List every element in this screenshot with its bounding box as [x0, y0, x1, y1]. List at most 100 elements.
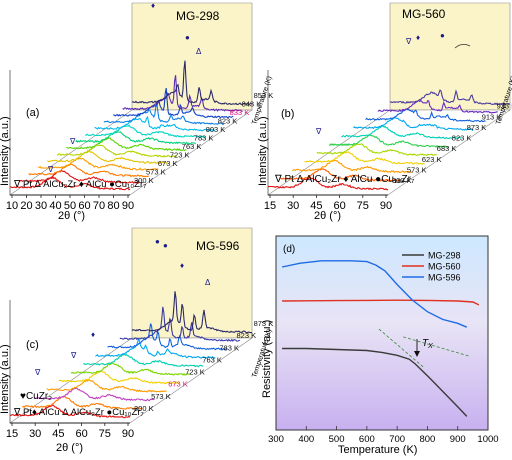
x-tick-label: 90 — [380, 200, 392, 212]
temperature-label: 823 K — [237, 331, 257, 340]
xlabel-b: 2θ (°) — [314, 210, 341, 222]
xrd-curve — [328, 134, 450, 148]
xrd-curve — [46, 378, 167, 393]
xrd-curve — [85, 124, 206, 138]
temperature-label: 933 K — [497, 102, 512, 111]
x-tick-label: 15 — [264, 200, 276, 212]
xrd-curve — [56, 143, 178, 158]
temperature-label: 823 K — [452, 134, 472, 143]
temperature-label: 623 K — [422, 155, 442, 164]
xrd-curve — [131, 60, 253, 106]
xlabel-d: Temperature (K) — [338, 444, 417, 456]
temperature-label: 573 K — [151, 392, 171, 401]
xrd-curve — [82, 353, 204, 368]
markers-c: ∇ ∇ ♦ ● ● ♦ Δ — [34, 237, 211, 377]
xrd-curve — [75, 131, 197, 145]
x-tick-label: 45 — [52, 428, 64, 440]
xlabel-c: 2θ (°) — [56, 442, 83, 454]
temperature-label: 723 K — [170, 151, 190, 160]
x-tick-label: 70 — [93, 200, 105, 212]
legend-a: ∇ Pt Δ AlCu₂Zr ♦ AlCu ●Cu₁₀Zr₇ — [13, 179, 146, 190]
arrow-b — [454, 44, 471, 49]
xrd-curves-b — [267, 89, 511, 191]
temperature-label: 763 K — [182, 142, 202, 151]
ylabel-c: Intensity (a.u.) — [0, 344, 11, 414]
ylabel-b: Intensity (a.u.) — [257, 116, 269, 186]
xrd-curve — [316, 143, 437, 157]
x-tick-label: 40 — [49, 200, 61, 212]
marker-c-3: ● — [155, 237, 160, 246]
xrd-curve — [131, 291, 252, 334]
marker-c-1: ∇ — [34, 368, 41, 377]
marker-c-0: ∇ — [70, 351, 77, 360]
panel-label-c: (c) — [26, 339, 39, 351]
marker-b-3: ● — [440, 31, 445, 40]
temperature-label: 300 K — [134, 176, 154, 185]
marker-a-1: ∇ — [47, 165, 54, 174]
marker-a-4: Δ — [196, 47, 202, 56]
x-tick-label: 800 — [419, 434, 435, 445]
resistivity-series — [281, 260, 480, 417]
marker-b-1: ∇ — [405, 37, 412, 46]
marker-b-0: ∇ — [315, 127, 322, 136]
x-tick-label: 75 — [99, 428, 111, 440]
temperature-label: 833 K — [230, 108, 250, 117]
xrd-curve — [94, 115, 215, 132]
x-tick-label: 60 — [333, 200, 345, 212]
tx-annotation-subscript: X — [427, 343, 433, 350]
tx-arrowhead — [414, 351, 420, 357]
temperature-label: 683 K — [437, 144, 457, 153]
panel-c: 300 K 573 K 673 K 723 K 763 K 783 K 823 K 873 K… — [0, 227, 274, 454]
x-tick-label: 500 — [329, 434, 345, 445]
xrd-curve — [19, 169, 140, 184]
title-b: MG-560 — [402, 7, 446, 21]
x-ticks-a: 10 20 30 40 50 60 70 80 90 — [6, 195, 134, 212]
xrd-curve — [58, 370, 179, 385]
temperature-label: 300 K — [134, 404, 154, 413]
x-tick-label: 10 — [6, 200, 18, 212]
legend-c-line1: ♥CuZr₂ — [20, 391, 52, 402]
temperature-label: 723 K — [185, 368, 205, 377]
x-tick-label: 45 — [310, 200, 322, 212]
xrd-curve — [365, 108, 486, 123]
resistivity-line — [281, 260, 468, 328]
marker-a-3: ● — [185, 33, 190, 42]
ylabel-a: Intensity (a.u.) — [0, 116, 11, 186]
marker-a-2: ♦ — [151, 1, 155, 10]
x-tick-label: 50 — [64, 200, 76, 212]
temperature-label: 300 K — [392, 176, 412, 185]
panel-label-a: (a) — [26, 107, 39, 119]
temperature-label: 673 K — [168, 380, 188, 389]
xrd-curve — [113, 88, 234, 119]
x-ticks-d: 300 400 500 600 700 800 900 1000 — [268, 426, 499, 445]
xrd-curve — [9, 404, 131, 419]
panel-d: 300 400 500 600 700 800 900 1000 MG-298MG-560MG… — [261, 235, 499, 456]
x-tick-label: 90 — [122, 200, 134, 212]
temperature-label: 873 K — [254, 319, 274, 328]
temperature-label: 853 K — [254, 91, 274, 100]
x-tick-label: 80 — [107, 200, 119, 212]
x-tick-label: 300 — [268, 434, 284, 445]
xrd-curves-a — [9, 60, 253, 191]
temperature-label: 873 K — [467, 123, 487, 132]
x-tick-label: 75 — [357, 200, 369, 212]
legend-c: ∇ Pt♦ AlCu Δ AlCu₂Zr ●Cu₁₀Zr₇ — [13, 407, 144, 418]
xrd-curve — [122, 75, 243, 112]
marker-c-2: ♦ — [91, 330, 95, 339]
x-tick-label: 700 — [389, 434, 405, 445]
xrd-curve — [304, 151, 425, 165]
resistivity-line — [282, 299, 480, 306]
x-ticks-c: 15 30 45 60 75 90 — [6, 423, 134, 440]
x-tick-label: 900 — [450, 434, 466, 445]
marker-a-0: ∇ — [69, 137, 76, 146]
xrd-curve — [107, 323, 228, 351]
xlabel-a: 2θ (°) — [58, 210, 85, 222]
temperature-label: 783 K — [194, 134, 214, 143]
x-tick-label: 400 — [298, 434, 314, 445]
xrd-curve — [119, 306, 241, 342]
temperature-label: 913 K — [482, 112, 502, 121]
